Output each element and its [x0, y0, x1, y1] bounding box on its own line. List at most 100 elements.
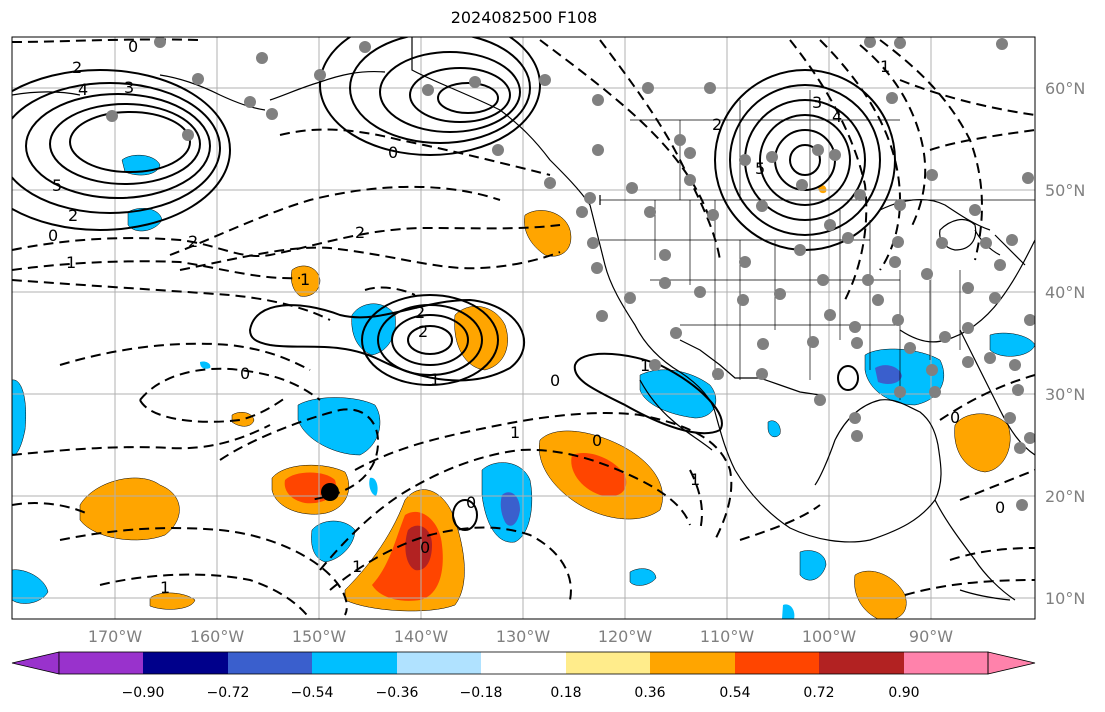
shade-blue: [864, 348, 945, 406]
shade-darkred: [405, 525, 432, 571]
map-frame: [11, 36, 1036, 620]
contour-label: 1: [510, 423, 520, 442]
latitude-axis: 60°N 50°N 40°N 30°N 20°N 10°N: [1045, 79, 1085, 608]
colorbar-frame: [58, 651, 989, 675]
colorbar-segment: [481, 652, 566, 674]
contour-label: 2: [415, 303, 425, 322]
contour-label: 0: [550, 371, 560, 390]
lon-label: 100°W: [802, 627, 857, 646]
colorbar-segment: [143, 652, 228, 674]
colorbar-segment: [312, 652, 397, 674]
shade-blue: [629, 568, 657, 586]
contour-lines-dashed: [12, 38, 1035, 619]
contour-label: 0: [128, 37, 138, 56]
shade-blue: [311, 520, 356, 563]
contour-label: 1: [352, 557, 362, 576]
lon-label: 120°W: [598, 627, 653, 646]
station-marker-dot: [321, 483, 339, 501]
contour-label: 2: [712, 115, 722, 134]
political-boundaries: [600, 90, 1035, 400]
colorbar-segment: [650, 652, 735, 674]
longitude-axis: 170°W 160°W 150°W 140°W 130°W 120°W 110°…: [88, 627, 953, 646]
contour-label: 5: [755, 159, 765, 178]
shade-blue: [767, 420, 781, 438]
station-dots: [106, 37, 1035, 511]
contour-label: 2: [355, 223, 365, 242]
colorbar-segment: [59, 652, 143, 674]
lat-label: 40°N: [1045, 283, 1085, 302]
lat-label: 30°N: [1045, 385, 1085, 404]
colorbar-tick-label: −0.36: [376, 685, 419, 701]
contour-label: 1: [690, 470, 700, 489]
shade-red: [571, 452, 627, 497]
colorbar-tick-label: 0.90: [888, 685, 919, 701]
colorbar-tick-label: −0.18: [460, 685, 503, 701]
colorbar-segment: [819, 652, 904, 674]
colorbar-tick-label: −0.90: [122, 685, 165, 701]
contour-label: 2: [418, 322, 428, 341]
shade-orange: [149, 592, 196, 610]
lon-label: 150°W: [292, 627, 347, 646]
colorbar-extend-high: [987, 651, 1036, 675]
lon-label: 140°W: [394, 627, 449, 646]
contour-label: 1: [300, 270, 310, 289]
colorbar-ticks: −0.90 −0.72 −0.54 −0.36 −0.18 0.18 0.36 …: [122, 685, 920, 701]
colorbar-tick-label: 0.72: [803, 685, 834, 701]
contour-label: 0: [466, 493, 476, 512]
contour-label: 1: [880, 57, 890, 76]
shade-royal: [875, 365, 902, 384]
contour-label: 3: [124, 78, 134, 97]
contour-labels: 0 2 4 3 5 2 0 1 2 0 2 1 2 2 1 0 0 1 0 0 …: [48, 37, 1005, 597]
colorbar-tick-label: −0.54: [291, 685, 334, 701]
map-title: 2024082500 F108: [450, 8, 598, 27]
coastlines: [12, 37, 1035, 601]
shade-orange: [291, 265, 321, 297]
lat-label: 60°N: [1045, 79, 1085, 98]
shade-blue: [369, 477, 378, 496]
shade-blue: [200, 361, 211, 369]
shade-royal: [500, 492, 520, 526]
contour-label: 4: [832, 107, 842, 126]
contour-label: 4: [78, 80, 88, 99]
contour-label: 0: [995, 498, 1005, 517]
colorbar-tick-label: 0.18: [550, 685, 581, 701]
colorbar-segment: [735, 652, 819, 674]
colorbar-tick-label: 0.54: [719, 685, 750, 701]
contour-label: 0: [48, 226, 58, 245]
lon-label: 130°W: [496, 627, 551, 646]
colorbar-extend-low: [11, 651, 60, 675]
shade-orange: [854, 570, 907, 619]
colorbar-segment: [904, 652, 988, 674]
contour-label: 1: [640, 356, 650, 375]
colorbar-tick-label: −0.72: [207, 685, 250, 701]
contour-lines: [12, 37, 896, 531]
shade-blue: [799, 550, 827, 581]
colorbar-segment: [566, 652, 650, 674]
contour-label: 0: [388, 143, 398, 162]
contour-label: 0: [592, 431, 602, 450]
contour-label: 2: [68, 206, 78, 225]
lon-label: 160°W: [190, 627, 245, 646]
lat-label: 10°N: [1045, 589, 1085, 608]
contour-label: 0: [420, 538, 430, 557]
shade-orange: [524, 210, 572, 257]
contour-label: 2: [188, 232, 198, 251]
lat-label: 20°N: [1045, 487, 1085, 506]
lon-label: 170°W: [88, 627, 143, 646]
contour-label: 1: [66, 253, 76, 272]
lon-label: 110°W: [700, 627, 755, 646]
contour-label: 5: [52, 176, 62, 195]
contour-label: 2: [72, 58, 82, 77]
shade-orange: [231, 412, 255, 427]
colorbar-segment: [397, 652, 481, 674]
contour-label: 0: [950, 408, 960, 427]
lon-label: 90°W: [909, 627, 953, 646]
colorbar-tick-label: 0.36: [634, 685, 665, 701]
contour-label: 0: [240, 364, 250, 383]
contour-label: 1: [430, 370, 440, 389]
shade-blue: [12, 569, 49, 604]
contour-label: 3: [812, 93, 822, 112]
shade-blue: [782, 604, 795, 619]
colorbar-segment: [228, 652, 312, 674]
